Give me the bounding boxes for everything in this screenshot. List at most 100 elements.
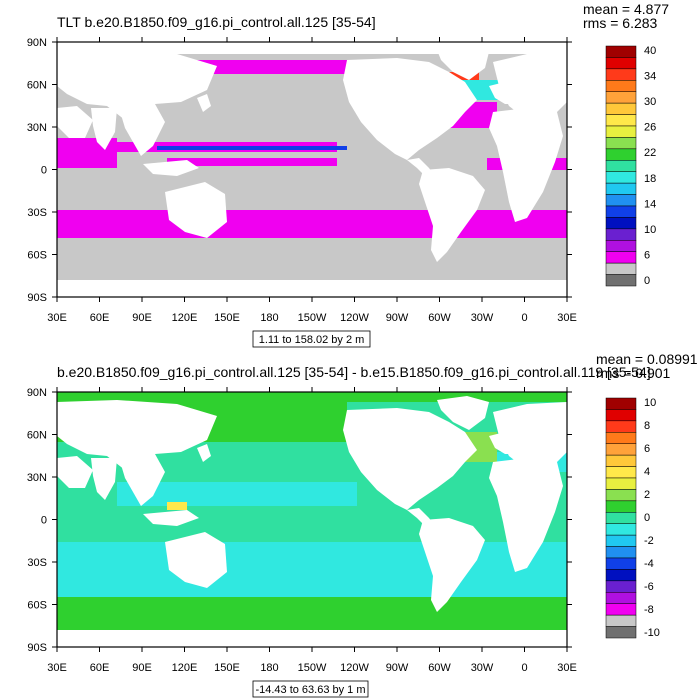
top-colorbar-swatch	[605, 114, 637, 127]
bot-colorbar-swatch	[605, 500, 637, 513]
top-continent-indonesia	[143, 160, 199, 176]
top-continent-north-america	[343, 58, 477, 160]
bottom-range-label: -14.43 to 63.63 by 1 m	[255, 684, 365, 696]
bot-lon-label: 60W	[428, 662, 451, 674]
top-continent-japan	[197, 94, 211, 112]
top-lon-label: 30E	[557, 312, 577, 324]
top-lat-label: 30N	[27, 122, 47, 134]
bot-colorbar-swatch	[605, 454, 637, 467]
bot-colorbar-label: 6	[644, 443, 650, 455]
top-field-region-5	[167, 158, 337, 166]
top-lon-label: 30W	[471, 312, 494, 324]
bottom-colorbar: 10 8 6 4 2 0 -2 -4 -6 -8 -10	[605, 397, 660, 639]
top-lat-label: 60S	[27, 250, 47, 262]
bot-colorbar-swatch	[605, 432, 637, 444]
bot-lat-label: 30S	[27, 557, 47, 569]
bot-field-region-9	[167, 502, 187, 510]
bottom-range-box	[252, 680, 369, 698]
top-lat-labels: 90N 60N 30N 0 30S 60S 90S	[27, 37, 47, 304]
bot-continent-indonesia	[143, 510, 199, 526]
top-lon-label: 120E	[172, 312, 198, 324]
top-colorbar-label: 34	[644, 71, 656, 83]
top-colorbar-swatch	[605, 91, 637, 104]
bot-colorbar-swatch	[605, 614, 637, 627]
bot-colorbar-swatch	[605, 512, 637, 524]
bot-colorbar-swatch	[605, 409, 637, 422]
bot-colorbar-swatch	[605, 580, 637, 593]
bottom-panel-rms: rms = 0.901	[596, 365, 671, 381]
top-continent-europe-west	[489, 80, 525, 104]
top-lat-label: 0	[41, 165, 47, 177]
bot-colorbar-swatch	[605, 626, 637, 639]
bot-colorbar-swatch	[605, 557, 637, 570]
bot-lon-label: 90W	[386, 662, 409, 674]
bot-continent-se-asia	[119, 454, 165, 506]
top-lon-label: 150W	[298, 312, 327, 324]
top-map	[52, 37, 572, 302]
bot-continent-europe-west	[489, 430, 525, 454]
top-colorbar-swatch	[605, 160, 637, 172]
bot-lon-label: 30E	[557, 662, 577, 674]
top-panel-mean: mean = 4.877	[583, 1, 669, 17]
top-lon-label: 60W	[428, 312, 451, 324]
top-colorbar-label: 6	[644, 249, 650, 261]
bot-continent-antarctica	[57, 630, 567, 647]
bot-colorbar-swatch	[605, 546, 637, 559]
bot-lon-label: 90E	[132, 662, 152, 674]
top-lon-label: 30E	[47, 312, 67, 324]
top-lon-label: 90W	[386, 312, 409, 324]
top-range-box	[252, 330, 371, 348]
top-panel-title: TLT b.e20.B1850.f09_g16.pi_control.all.1…	[57, 14, 376, 30]
bot-colorbar-label: -2	[644, 535, 654, 547]
bot-field-region-1	[57, 392, 567, 402]
top-colorbar-swatch	[605, 262, 637, 275]
bot-colorbar-swatch	[605, 489, 637, 502]
top-lon-label: 120W	[340, 312, 369, 324]
top-colorbar-swatch	[605, 45, 637, 58]
bot-colorbar-label: -4	[644, 558, 654, 570]
top-lon-label: 150E	[214, 312, 240, 324]
bot-colorbar-label: -10	[644, 627, 660, 639]
bottom-map-ticks	[52, 387, 572, 652]
top-colorbar-label: 22	[644, 147, 656, 159]
bot-continent-greenland	[437, 396, 489, 430]
top-field-region-7	[57, 210, 567, 238]
top-colorbar-swatch	[605, 251, 637, 264]
top-colorbar-label: 26	[644, 122, 656, 134]
bottom-map-continents	[57, 396, 567, 647]
bot-lat-label: 90N	[27, 387, 47, 399]
top-lat-label: 30S	[27, 207, 47, 219]
bot-field-region-5	[57, 597, 567, 630]
bottom-panel-title: b.e20.B1850.f09_g16.pi_control.all.125 […	[57, 364, 651, 380]
top-continent-eurasia	[57, 50, 567, 122]
bot-colorbar-swatch	[605, 466, 637, 479]
bot-continent-australia	[165, 532, 227, 588]
top-continent-india	[91, 108, 117, 150]
bot-colorbar-label: 10	[644, 397, 656, 409]
top-continent-australia	[165, 182, 227, 238]
bot-lon-label: 120W	[340, 662, 369, 674]
bot-continent-north-america	[343, 408, 477, 510]
top-colorbar-swatch	[605, 217, 637, 230]
bot-lon-label: 30E	[47, 662, 67, 674]
top-range-label: 1.11 to 158.02 by 2 m	[259, 334, 365, 346]
top-continent-arabia	[57, 106, 93, 138]
bot-continent-india	[91, 458, 117, 500]
bottom-panel-mean: mean = 0.08991	[596, 351, 698, 367]
top-colorbar-label: 14	[644, 198, 656, 210]
top-lon-label: 60E	[90, 312, 110, 324]
bot-colorbar-swatch	[605, 534, 637, 547]
bot-lat-label: 60S	[27, 600, 47, 612]
top-lat-label: 90N	[27, 37, 47, 49]
top-field-region-4	[157, 146, 347, 150]
top-map-continents	[57, 46, 567, 297]
top-lon-label: 90E	[132, 312, 152, 324]
top-lat-label: 90S	[27, 292, 47, 304]
bot-colorbar-label: 0	[644, 512, 650, 524]
bot-continent-arabia	[57, 456, 93, 488]
bot-colorbar-swatch	[605, 443, 637, 456]
top-colorbar-swatch	[605, 228, 637, 241]
top-continent-africa	[489, 108, 563, 222]
bot-colorbar-swatch	[605, 603, 637, 616]
